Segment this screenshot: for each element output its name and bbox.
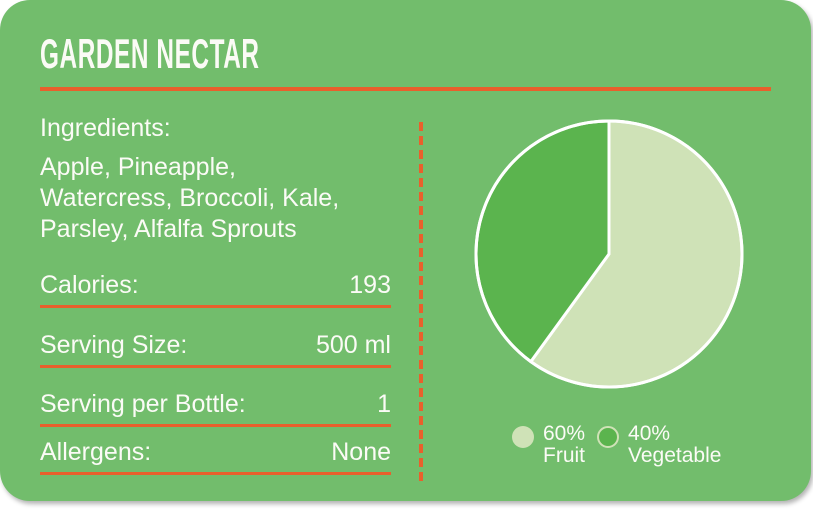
legend-name: Fruit	[543, 444, 585, 467]
fact-label: Calories:	[40, 271, 139, 299]
title-underline	[40, 87, 771, 91]
ingredients-heading: Ingredients:	[40, 114, 171, 142]
legend-percent: 60%	[543, 422, 586, 445]
fact-value: 500 ml	[315, 331, 391, 359]
dashed-divider	[419, 122, 423, 486]
fact-row-serving-size: Serving Size: 500 ml	[40, 330, 391, 368]
pie-chart-area	[468, 113, 750, 395]
vegetable-swatch-icon	[597, 426, 620, 448]
legend-percent: 40%	[628, 422, 671, 445]
pie-legend: 60% Fruit 40% Vegetable	[512, 423, 721, 467]
fact-label: Serving Size:	[40, 331, 188, 359]
fruit-swatch-icon	[512, 426, 534, 448]
fact-row-allergens: Allergens: None	[40, 437, 391, 475]
pie-outline	[474, 119, 744, 389]
fact-label: Allergens:	[40, 438, 152, 466]
legend-item-fruit: 60% Fruit	[512, 423, 585, 467]
legend-item-vegetable: 40% Vegetable	[597, 423, 721, 467]
fact-row-serving-per-bottle: Serving per Bottle: 1	[40, 389, 391, 427]
fact-value: None	[331, 438, 391, 466]
fact-value: 193	[349, 271, 391, 299]
fact-label: Serving per Bottle:	[40, 390, 246, 418]
ingredients-line: Parsley, Alfalfa Sprouts	[40, 215, 297, 243]
product-title: GARDEN NECTAR	[40, 30, 260, 77]
fact-row-calories: Calories: 193	[40, 270, 391, 308]
nutrition-facts: Calories: 193 Serving Size: 500 ml Servi…	[40, 270, 391, 475]
legend-name: Vegetable	[628, 444, 722, 467]
ingredients-line: Watercress, Broccoli, Kale,	[40, 184, 340, 212]
pie-chart	[474, 119, 744, 389]
fact-value: 1	[377, 390, 391, 418]
ingredients-list: Apple, Pineapple, Watercress, Broccoli, …	[40, 152, 339, 245]
ingredients-line: Apple, Pineapple,	[40, 153, 236, 181]
